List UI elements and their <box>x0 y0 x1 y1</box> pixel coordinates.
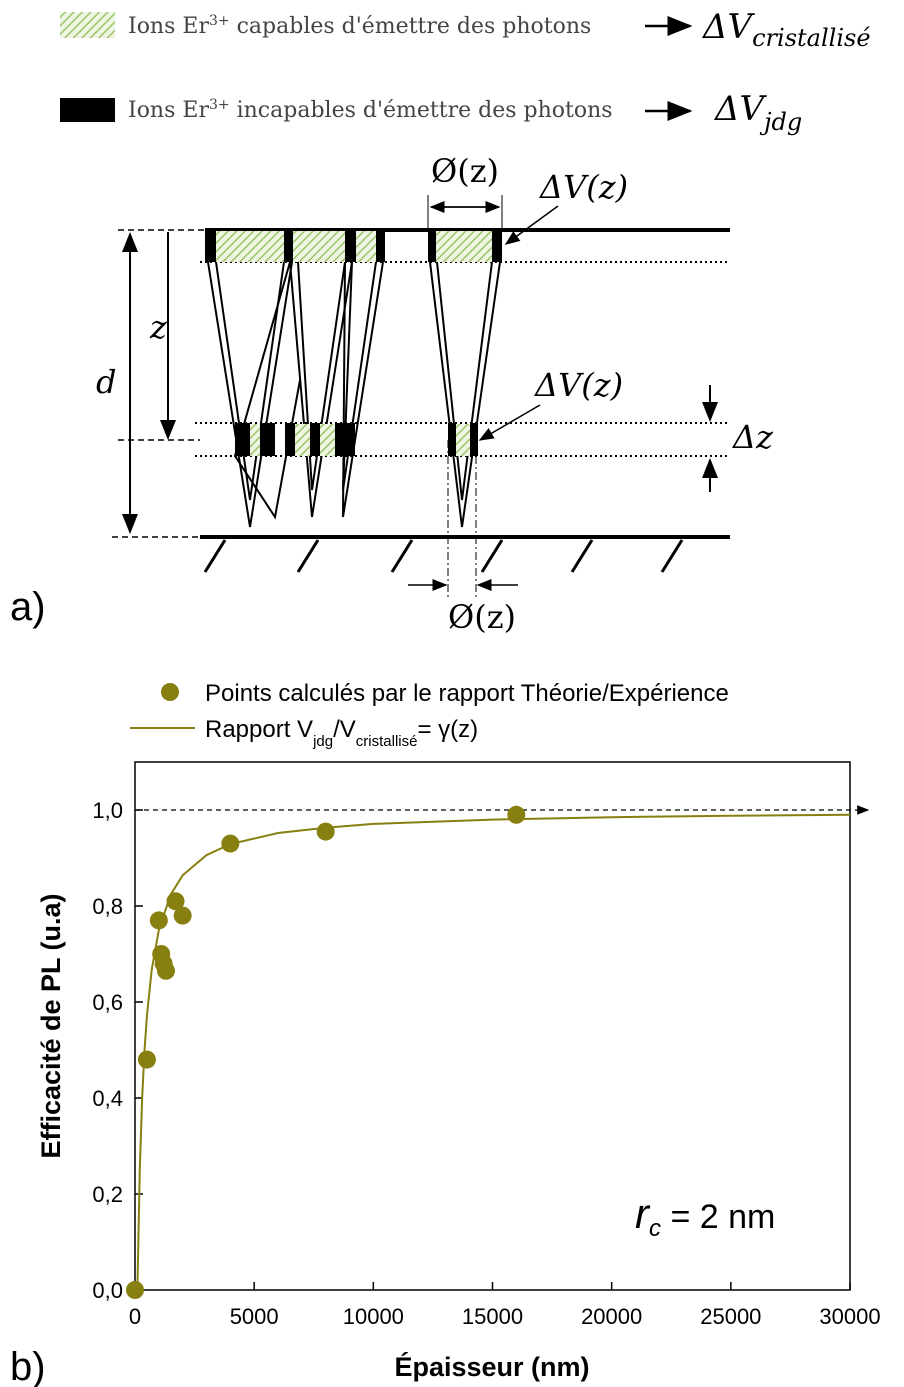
data-point <box>507 805 526 824</box>
label-z: z <box>149 308 168 346</box>
label-d: d <box>96 363 116 401</box>
data-point <box>316 822 335 841</box>
legend-swatch <box>60 12 115 38</box>
annotation-part: r <box>635 1190 651 1237</box>
legend-label: Rapport Vjdg/Vcristallisé= γ(z) <box>205 716 478 750</box>
label-diameter: Ø(z) <box>448 598 516 636</box>
legend-label: Points calculés par le rapport Théorie/E… <box>205 680 729 707</box>
annotation-part: c <box>649 1215 661 1242</box>
x-tick-label: 0 <box>129 1304 141 1329</box>
label-dz: Δz <box>731 418 774 456</box>
chart: 0,0 0,2 0,4 0,6 0,8 1,0 0 5000 10000 15000 20000 25… <box>10 680 881 1387</box>
x-tick-label: 25000 <box>700 1304 761 1329</box>
legend-label-part: jdg <box>312 733 333 750</box>
x-tick-label: 10000 <box>343 1304 404 1329</box>
x-tick-label: 15000 <box>462 1304 523 1329</box>
data-point <box>166 892 185 911</box>
annotation: rc = 2 nm <box>635 1190 775 1242</box>
data-point <box>137 1050 156 1069</box>
panel-label: b) <box>10 1345 46 1387</box>
legend-label-part: = γ(z) <box>417 716 478 743</box>
legend-label-part: cristallisé <box>356 733 418 750</box>
x-tick-label: 5000 <box>230 1304 279 1329</box>
legend-marker <box>161 683 179 701</box>
data-point <box>126 1281 144 1299</box>
legend-text: Ions Er3+ capables d'émettre des photons <box>128 13 591 39</box>
x-tick-label: 30000 <box>819 1304 880 1329</box>
data-point <box>173 906 192 925</box>
label-diameter: Ø(z) <box>431 152 499 190</box>
y-tick-label: 1,0 <box>92 798 123 823</box>
label-dv: ΔV(z) <box>533 366 623 404</box>
legend-target: ΔVcristallisé <box>701 7 871 52</box>
y-tick-label: 0,2 <box>92 1182 123 1207</box>
panel-label: a) <box>10 585 46 629</box>
legend-swatch <box>60 98 115 122</box>
data-point <box>149 911 168 930</box>
x-axis-title: Épaisseur (nm) <box>394 1351 589 1382</box>
y-tick-label: 0,0 <box>92 1278 123 1303</box>
y-axis-title: Efficacité de PL (u.a) <box>36 893 66 1158</box>
data-point <box>156 961 175 980</box>
legend-label-part: /V <box>333 716 356 743</box>
label-dv: ΔV(z) <box>538 168 628 206</box>
legend-label-part: Rapport V <box>205 716 313 743</box>
legend-text: Ions Er3+ incapables d'émettre des photo… <box>128 97 613 123</box>
legend-target: ΔVjdg <box>713 89 802 136</box>
x-tick-label: 20000 <box>581 1304 642 1329</box>
diagram: Ions Er3+ capables d'émettre des photons… <box>10 7 871 636</box>
data-point <box>221 834 240 853</box>
y-tick-label: 0,6 <box>92 990 123 1015</box>
y-tick-label: 0,4 <box>92 1086 123 1111</box>
y-tick-label: 0,8 <box>92 894 123 919</box>
annotation-part: = 2 nm <box>661 1198 775 1236</box>
